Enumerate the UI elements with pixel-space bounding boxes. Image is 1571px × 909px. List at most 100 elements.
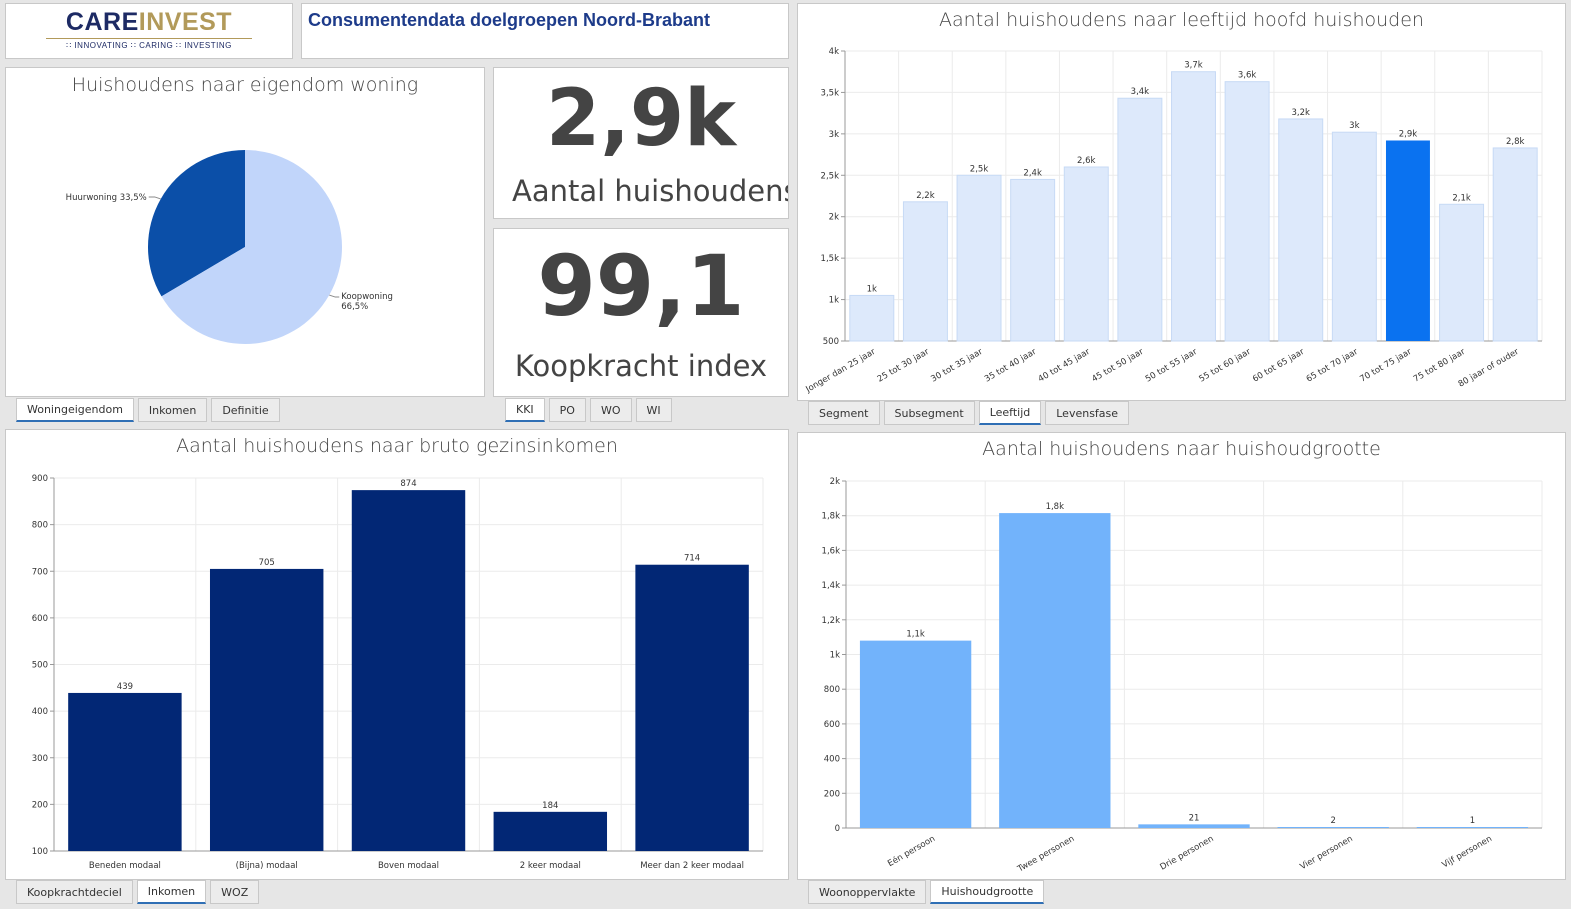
x-tick-label: Vijf personen xyxy=(1441,834,1494,871)
bar xyxy=(1277,827,1389,828)
bar xyxy=(1278,118,1324,342)
careinvest-logo: CAREINVEST xyxy=(65,8,233,36)
age-panel: Aantal huishoudens naar leeftijd hoofd h… xyxy=(797,3,1566,401)
kpi-purchasing-power-label: Koopkracht index xyxy=(514,349,768,383)
tab-definitie[interactable]: Definitie xyxy=(211,398,280,422)
x-tick-label: 30 tot 35 jaar xyxy=(929,347,985,385)
pie-panel: Huishoudens naar eigendom woning Huurwon… xyxy=(5,67,485,397)
tab-woonoppervlakte[interactable]: Woonoppervlakte xyxy=(808,880,927,904)
bar xyxy=(1010,178,1056,342)
y-tick-label: 0 xyxy=(835,824,840,834)
y-tick-label: 400 xyxy=(32,707,48,717)
age-bar-chart: 500 1k 1,5k 2k 2,5k 3k 3,5k 4k 1k Jonger dan 25 j… xyxy=(804,47,1543,396)
tab-woningeigendom[interactable]: Woningeigendom xyxy=(16,398,134,422)
data-label: 2,9k xyxy=(1399,129,1418,139)
size-bar-chart: 0 200 400 600 800 1k 1,2k 1,4k 1,6k 1,8k 2k 1,1k Eén… xyxy=(822,477,1543,875)
y-tick-label: 400 xyxy=(824,755,840,765)
data-label: 1,1k xyxy=(906,630,925,640)
bar xyxy=(1063,166,1109,342)
tab-segment[interactable]: Segment xyxy=(808,401,880,425)
y-tick-label: 1,2k xyxy=(822,616,841,626)
x-tick-label: Boven modaal xyxy=(378,861,439,871)
tab-inkomen[interactable]: Inkomen xyxy=(137,398,208,422)
x-tick-label: Eén persoon xyxy=(886,833,937,869)
x-tick-label: 40 tot 45 jaar xyxy=(1037,347,1093,385)
tab-koopkrachtdeciel[interactable]: Koopkrachtdeciel xyxy=(16,880,133,904)
data-label: 439 xyxy=(117,682,133,692)
age-tabbar: Segment Subsegment Leeftijd Levensfase xyxy=(808,401,1130,425)
y-tick-label: 100 xyxy=(32,847,48,857)
data-label: 3k xyxy=(1349,121,1359,131)
header-panel: Consumentendata doelgroepen Noord-Braban… xyxy=(301,3,789,59)
pie-tabbar: Woningeigendom Inkomen Definitie xyxy=(16,398,280,422)
y-tick-label: 800 xyxy=(32,521,48,531)
y-tick-label: 1,8k xyxy=(822,512,841,522)
x-tick-label: 80 jaar of ouder xyxy=(1457,347,1521,390)
data-label: 1,8k xyxy=(1046,502,1065,512)
y-tick-label: 900 xyxy=(32,474,48,484)
x-tick-label: 70 tot 75 jaar xyxy=(1358,347,1414,385)
y-tick-label: 1,6k xyxy=(822,546,841,556)
x-tick-label: 55 tot 60 jaar xyxy=(1197,347,1253,385)
pie-leader-koopwoning xyxy=(329,294,340,298)
bar xyxy=(351,490,466,851)
tab-woz[interactable]: WOZ xyxy=(210,880,260,904)
y-tick-label: 800 xyxy=(824,685,840,695)
y-tick-label: 2k xyxy=(830,477,840,487)
y-tick-label: 3k xyxy=(829,130,839,140)
tab-leeftijd[interactable]: Leeftijd xyxy=(978,401,1042,425)
x-tick-label: Jonger dan 25 jaar xyxy=(804,347,878,396)
pie-label-koopwoning: 66,5% xyxy=(341,302,368,312)
kpi-households-panel: 2,9k Aantal huishoudens xyxy=(493,67,789,219)
data-label: 2,2k xyxy=(916,191,935,201)
bar xyxy=(1416,827,1529,828)
x-tick-label: 25 tot 30 jaar xyxy=(876,347,932,385)
tab-levensfase[interactable]: Levensfase xyxy=(1045,401,1130,425)
data-label: 3,7k xyxy=(1184,61,1203,71)
kpi-tabbar: KKI PO WO WI xyxy=(505,398,672,422)
x-tick-label: Drie personen xyxy=(1158,834,1215,873)
tab-po[interactable]: PO xyxy=(548,398,586,422)
x-tick-label: Meer dan 2 keer modaal xyxy=(640,861,744,871)
bar xyxy=(209,568,324,851)
tab-inkomen-income[interactable]: Inkomen xyxy=(136,880,207,904)
pie-label-koopwoning: Koopwoning xyxy=(341,292,393,302)
bar xyxy=(956,174,1002,342)
y-tick-label: 1k xyxy=(829,296,839,306)
kpi-purchasing-power-panel: 99,1 Koopkracht index xyxy=(493,228,789,397)
data-label: 714 xyxy=(684,554,700,564)
page-title: Consumentendata doelgroepen Noord-Braban… xyxy=(308,10,711,30)
tab-huishoudgrootte[interactable]: Huishoudgrootte xyxy=(930,880,1045,904)
x-tick-label: 50 tot 55 jaar xyxy=(1144,347,1200,385)
y-tick-label: 300 xyxy=(32,754,48,764)
x-tick-label: Beneden modaal xyxy=(89,861,161,871)
x-tick-label: 2 keer modaal xyxy=(520,861,581,871)
data-label: 705 xyxy=(259,558,275,568)
income-tabbar: Koopkrachtdeciel Inkomen WOZ xyxy=(16,880,260,904)
bar xyxy=(1439,203,1485,342)
data-label: 184 xyxy=(542,801,558,811)
income-bar-chart: 100 200 300 400 500 600 700 800 900 439 Beneden mo… xyxy=(32,474,764,871)
x-tick-label: 65 tot 70 jaar xyxy=(1305,347,1361,385)
x-tick-label: 45 tot 50 jaar xyxy=(1090,347,1146,385)
size-panel: Aantal huishoudens naar huishoudgrootte … xyxy=(797,432,1566,880)
x-tick-label: Vier personen xyxy=(1298,834,1354,872)
bar xyxy=(68,692,182,851)
pie-label-huurwoning: Huurwoning 33,5% xyxy=(66,193,147,203)
data-label: 3,6k xyxy=(1238,71,1257,81)
tab-kki[interactable]: KKI xyxy=(505,398,545,422)
tab-wo[interactable]: WO xyxy=(589,398,632,422)
data-label: 2,5k xyxy=(970,164,989,174)
bar xyxy=(849,294,895,342)
tab-wi[interactable]: WI xyxy=(635,398,672,422)
data-label: 1k xyxy=(867,284,877,294)
bar xyxy=(1385,140,1430,341)
logo-rule xyxy=(46,38,252,39)
data-label: 1 xyxy=(1470,816,1475,826)
y-tick-label: 500 xyxy=(32,661,48,671)
y-tick-label: 2,5k xyxy=(821,171,840,181)
data-label: 3,2k xyxy=(1292,108,1311,118)
y-tick-label: 600 xyxy=(32,614,48,624)
bar xyxy=(999,513,1111,828)
tab-subsegment[interactable]: Subsegment xyxy=(883,401,975,425)
